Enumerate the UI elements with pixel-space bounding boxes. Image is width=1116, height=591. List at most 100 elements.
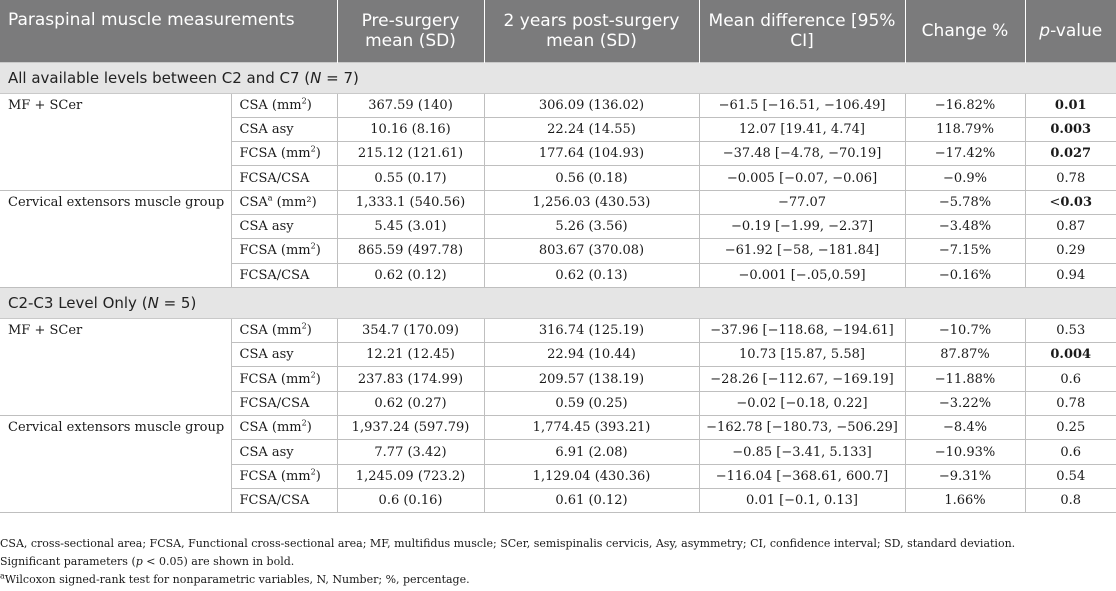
post-cell: 306.09 (136.02): [484, 93, 700, 118]
parameter-sup: 2: [301, 96, 307, 106]
header-measure: Paraspinal muscle measurements: [0, 0, 338, 62]
p-value: 0.003: [1050, 121, 1092, 137]
diff-cell: −37.48 [−4.78, −70.19]: [699, 141, 906, 167]
table-row: FCSA (mm2) 237.83 (174.99) 209.57 (138.19)…: [0, 366, 1116, 392]
parameter-name: FCSA/CSA: [239, 267, 310, 283]
change-cell: −11.88%: [905, 366, 1026, 392]
parameter-name: FCSA (mm: [239, 146, 311, 162]
table-row: CSA asy 10.16 (8.16) 22.24 (14.55) 12.07 [1…: [0, 117, 1116, 143]
pre-cell: 354.7 (170.09): [337, 318, 485, 344]
note-significance-post: < 0.05) are shown in bold.: [142, 555, 295, 568]
post-cell: 5.26 (3.56): [484, 214, 700, 240]
table-row: CSA asy 5.45 (3.01) 5.26 (3.56) −0.19 [−1.9…: [0, 214, 1116, 240]
diff-cell: −0.19 [−1.99, −2.37]: [699, 214, 906, 240]
parameter-cell: CSA (mm2): [231, 318, 338, 344]
section-n-letter: N: [147, 293, 159, 312]
diff-cell: −61.92 [−58, −181.84]: [699, 238, 906, 264]
parameter-unit-end: (mm²): [272, 194, 317, 210]
table-row: Cervical extensors muscle group CSAa (mm²…: [0, 190, 1116, 288]
diff-cell: 12.07 [19.41, 4.74]: [699, 117, 906, 143]
header-row: Paraspinal muscle measurements Pre-surge…: [0, 0, 1116, 62]
muscle-group-label: Cervical extensors muscle group: [0, 415, 232, 514]
parameter-cell: CSA asy: [231, 439, 338, 465]
parameter-name: CSA: [239, 194, 268, 210]
parameter-sup: 2: [301, 418, 307, 428]
header-diff: Mean difference [95% CI]: [699, 0, 906, 62]
parameter-cell: FCSA (mm2): [231, 464, 338, 489]
parameter-name: FCSA (mm: [239, 371, 311, 387]
pre-cell: 0.62 (0.27): [337, 391, 485, 417]
table-row: MF + SCer CSA (mm2) 354.7 (170.09) 316.74 (…: [0, 318, 1116, 417]
p-value: 0.78: [1056, 170, 1086, 186]
parameter-name: CSA asy: [239, 444, 294, 460]
diff-cell: −162.78 [−180.73, −506.29]: [699, 415, 906, 441]
change-cell: 118.79%: [905, 117, 1026, 143]
diff-cell: −0.85 [−3.41, 5.133]: [699, 439, 906, 465]
change-cell: −7.15%: [905, 238, 1026, 264]
parameter-cell: FCSA (mm2): [231, 366, 338, 392]
post-cell: 1,774.45 (393.21): [484, 415, 700, 441]
parameter-unit-end: ): [315, 468, 321, 484]
muscle-group-label: Cervical extensors muscle group: [0, 190, 232, 288]
table-row: FCSA/CSA 0.62 (0.27) 0.59 (0.25) −0.02 [−0.…: [0, 391, 1116, 417]
table-row: FCSA/CSA 0.55 (0.17) 0.56 (0.18) −0.005 [−0…: [0, 165, 1116, 191]
diff-cell: 0.01 [−0.1, 0.13]: [699, 488, 906, 514]
parameter-unit-end: ): [315, 146, 321, 162]
parameter-sup: a: [267, 193, 273, 203]
parameter-unit-end: ): [306, 323, 312, 339]
p-value-cell: 0.87: [1025, 214, 1116, 240]
parameter-name: CSA (mm: [239, 97, 302, 113]
parameter-cell: FCSA (mm2): [231, 238, 338, 264]
p-value: 0.01: [1054, 97, 1087, 113]
change-cell: −9.31%: [905, 464, 1026, 489]
table-row: CSA asy 12.21 (12.45) 22.94 (10.44) 10.73 […: [0, 342, 1116, 368]
change-cell: −10.93%: [905, 439, 1026, 465]
change-cell: −0.9%: [905, 165, 1026, 191]
diff-cell: −61.5 [−16.51, −106.49]: [699, 93, 906, 118]
diff-cell: −0.02 [−0.18, 0.22]: [699, 391, 906, 417]
p-value-cell: <0.03: [1025, 190, 1116, 215]
section-n-value: = 5): [158, 293, 197, 312]
parameter-name: FCSA/CSA: [239, 170, 310, 186]
header-post: 2 years post-surgery mean (SD): [484, 0, 700, 62]
p-value: 0.53: [1056, 323, 1086, 339]
diff-cell: −0.001 [−.05,0.59]: [699, 263, 906, 288]
parameter-cell: FCSA (mm2): [231, 141, 338, 167]
parameter-name: CSA asy: [239, 219, 294, 235]
post-cell: 803.67 (370.08): [484, 238, 700, 264]
p-value: 0.6: [1060, 371, 1082, 387]
pre-cell: 215.12 (121.61): [337, 141, 485, 167]
diff-cell: −37.96 [−118.68, −194.61]: [699, 318, 906, 344]
parameter-sup: 2: [310, 242, 316, 252]
change-cell: 87.87%: [905, 342, 1026, 368]
parameter-name: CSA (mm: [239, 420, 302, 436]
p-value-cell: 0.94: [1025, 263, 1116, 288]
post-cell: 22.94 (10.44): [484, 342, 700, 368]
parameter-name: FCSA/CSA: [239, 493, 310, 509]
change-cell: 1.66%: [905, 488, 1026, 514]
post-cell: 316.74 (125.19): [484, 318, 700, 344]
post-cell: 22.24 (14.55): [484, 117, 700, 143]
table-row: FCSA/CSA 0.62 (0.12) 0.62 (0.13) −0.001 [−.…: [0, 263, 1116, 288]
diff-cell: −77.07: [699, 190, 906, 215]
p-value: 0.8: [1060, 493, 1082, 509]
pre-cell: 865.59 (497.78): [337, 238, 485, 264]
parameter-cell: CSA asy: [231, 214, 338, 240]
p-value: 0.94: [1056, 267, 1086, 283]
p-value: 0.004: [1050, 347, 1092, 363]
table-row: Cervical extensors muscle group CSA (mm2)…: [0, 415, 1116, 514]
parameter-cell: CSA (mm2): [231, 415, 338, 441]
p-value-cell: 0.01: [1025, 93, 1116, 118]
change-cell: −0.16%: [905, 263, 1026, 288]
p-value: 0.78: [1056, 395, 1086, 411]
note-wilcoxon: aWilcoxon signed-rank test for nonparame…: [0, 571, 1110, 589]
p-value: 0.54: [1056, 468, 1086, 484]
parameter-sup: 2: [310, 144, 316, 154]
change-cell: −16.82%: [905, 93, 1026, 118]
table-row: MF + SCer CSA (mm2) 367.59 (140) 306.09 (13…: [0, 93, 1116, 191]
section-title: C2-C3 Level Only (N = 5): [0, 286, 1116, 319]
parameter-unit-end: ): [315, 243, 321, 259]
header-p-rest: -value: [1050, 20, 1103, 41]
parameter-name: FCSA (mm: [239, 243, 311, 259]
note-significance-p: p: [135, 555, 143, 568]
